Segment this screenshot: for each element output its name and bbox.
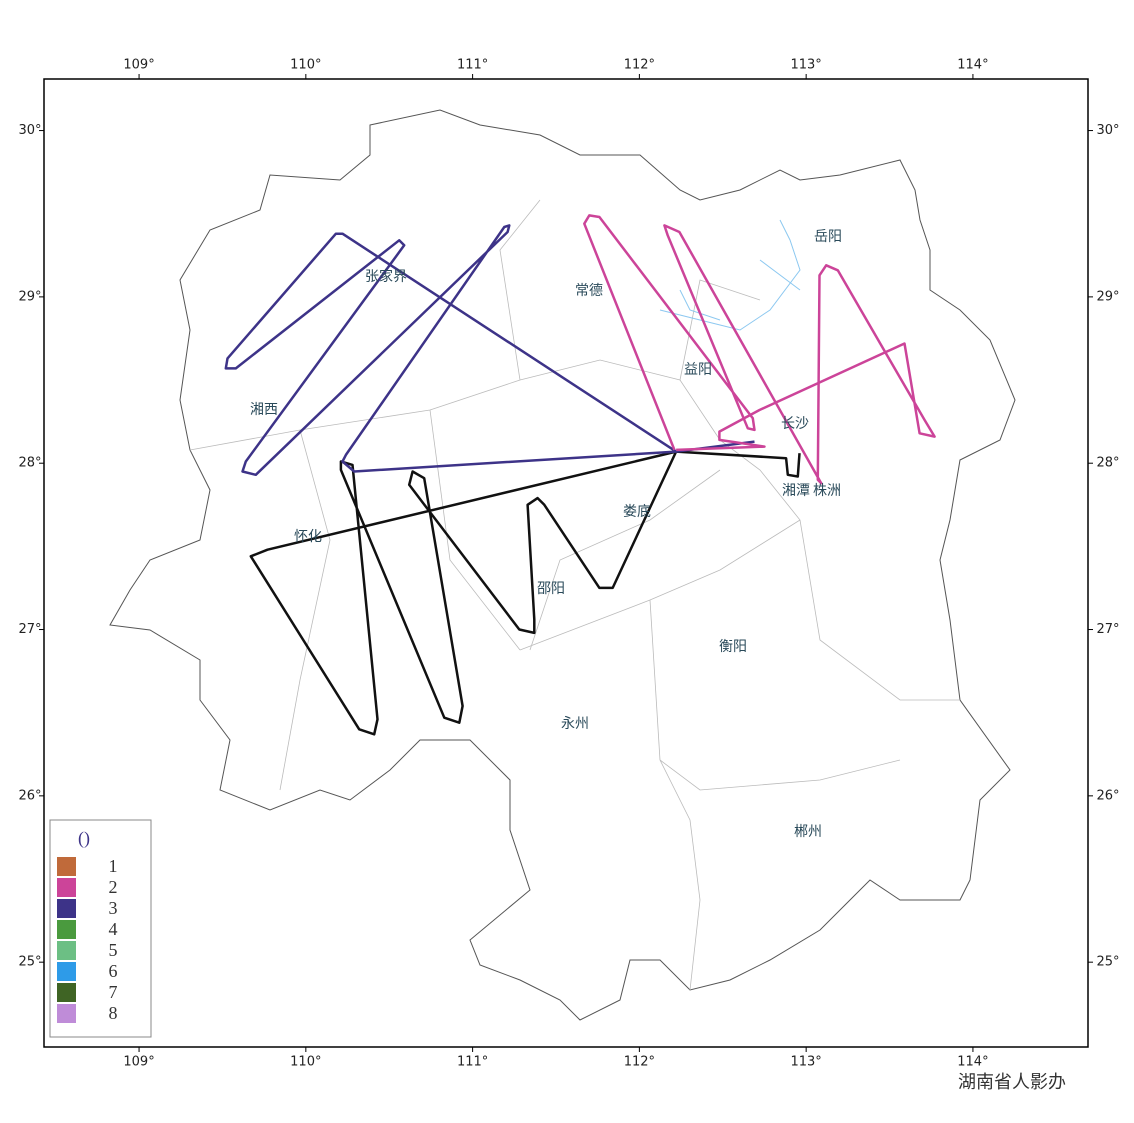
x-tick-label: 109° [123,1055,154,1070]
legend-label: 5 [109,940,118,960]
x-tick-label: 113° [790,58,821,73]
legend-swatch [57,857,76,876]
legend-swatch [57,962,76,981]
city-label: 邵阳 [537,581,565,597]
x-tick-label: 114° [957,1055,988,1070]
city-label: 怀化 [294,529,322,545]
y-tick-label: 26° [1096,788,1119,803]
legend-title: () [78,828,90,849]
y-tick-label: 27° [18,622,41,637]
legend-label: 6 [109,961,118,981]
city-label: 株洲 [813,483,841,499]
city-label: 张家界 [365,268,407,285]
city-label: 常德 [575,283,603,299]
y-tick-label: 26° [18,788,41,803]
region-borders [189,199,960,991]
flight-track [249,450,801,736]
tracks [224,214,936,736]
x-tick-label: 109° [123,58,154,73]
city-label: 衡阳 [719,639,747,655]
x-tick-label: 110° [290,58,321,73]
y-tick-label: 30° [18,123,41,138]
y-tick-label: 29° [1096,289,1119,304]
legend-swatch [57,1004,76,1023]
city-label: 娄底 [623,504,651,520]
legend-swatch [57,899,76,918]
x-tick-label: 110° [290,1055,321,1070]
flight-track [583,214,936,485]
legend-swatch [57,983,76,1002]
y-tick-label: 29° [18,289,41,304]
x-tick-label: 111° [457,58,488,73]
city-label: 益阳 [684,362,712,378]
legend-label: 2 [109,877,118,897]
city-label: 长沙 [781,416,809,432]
footer: 湖南省人影办 [958,1072,1066,1093]
x-tick-label: 114° [957,58,988,73]
x-tick-label: 111° [457,1055,488,1070]
x-tick-label: 112° [624,1055,655,1070]
city-label: 岳阳 [814,229,842,245]
city-label: 郴州 [794,824,822,840]
city-label: 湘西 [250,402,278,418]
lake [659,219,801,331]
flight-track [224,224,755,477]
legend-swatch [57,878,76,897]
y-tick-label: 28° [18,456,41,471]
x-tick-label: 112° [624,58,655,73]
y-tick-label: 25° [18,955,41,970]
legend-swatch [57,941,76,960]
city-label: 永州 [561,716,589,732]
y-tick-label: 25° [1096,955,1119,970]
y-tick-label: 27° [1096,622,1119,637]
y-tick-label: 30° [1096,123,1119,138]
legend-label: 8 [109,1003,118,1023]
x-tick-label: 113° [790,1055,821,1070]
legend-label: 1 [109,856,118,876]
legend-label: 4 [109,919,118,939]
legend-label: 3 [109,898,118,918]
y-tick-label: 28° [1096,456,1119,471]
city-label: 湘潭 [782,482,810,499]
legend-label: 7 [109,982,118,1002]
legend-swatch [57,920,76,939]
